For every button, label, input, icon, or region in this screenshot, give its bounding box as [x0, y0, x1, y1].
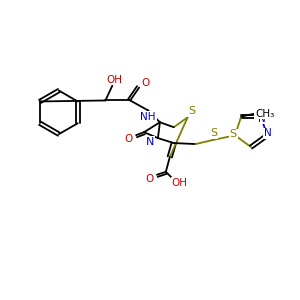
- Text: N: N: [258, 113, 266, 124]
- Text: O: O: [124, 134, 132, 144]
- Text: N: N: [264, 128, 272, 138]
- Text: S: S: [230, 129, 237, 140]
- Text: OH: OH: [106, 75, 122, 85]
- Text: NH: NH: [140, 112, 156, 122]
- Text: O: O: [146, 174, 154, 184]
- Text: S: S: [188, 106, 195, 116]
- Text: N: N: [146, 137, 154, 147]
- Text: S: S: [210, 128, 217, 138]
- Text: OH: OH: [172, 178, 188, 188]
- Text: O: O: [141, 78, 149, 88]
- Text: CH₃: CH₃: [255, 109, 274, 118]
